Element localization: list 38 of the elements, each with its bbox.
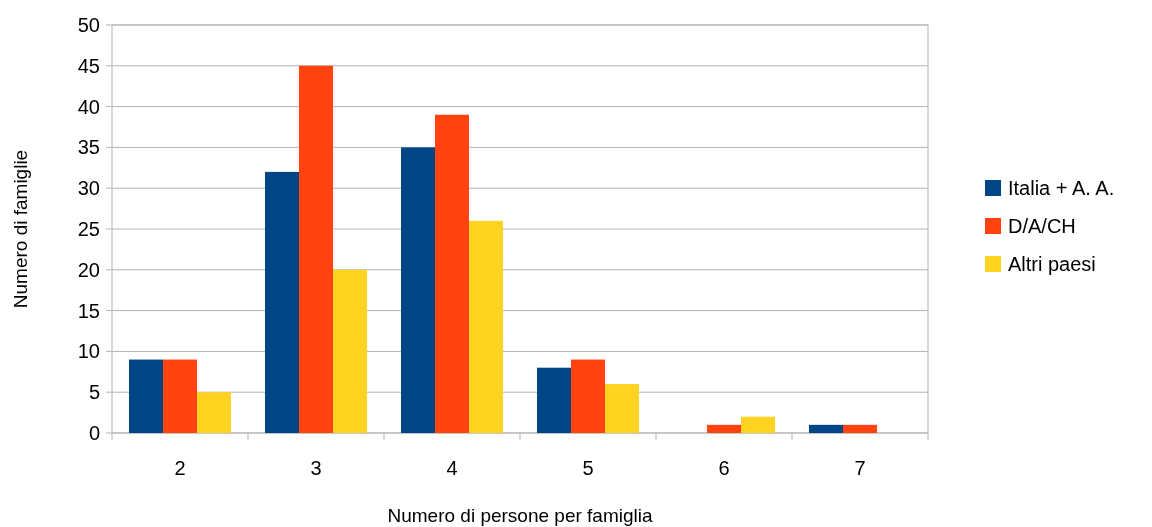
bar <box>537 367 571 433</box>
legend-label: D/A/CH <box>1008 215 1076 237</box>
x-tick-label: 5 <box>582 457 594 479</box>
x-tick-label: 3 <box>310 457 322 479</box>
y-tick-label: 35 <box>77 136 100 159</box>
bar <box>741 416 775 433</box>
y-tick-label: 20 <box>77 258 100 281</box>
x-tick-label: 6 <box>718 457 730 479</box>
bar <box>809 424 843 433</box>
y-tick-label: 5 <box>88 381 100 404</box>
bar <box>605 384 639 433</box>
x-tick-label: 7 <box>854 457 866 479</box>
bar <box>265 171 299 433</box>
bar <box>435 114 469 433</box>
y-tick-label: 50 <box>77 14 100 36</box>
y-tick-label: 30 <box>77 177 100 200</box>
bar <box>197 392 231 433</box>
bar <box>333 269 367 433</box>
bar <box>401 147 435 433</box>
legend-label: Italia + A. A. <box>1008 177 1115 199</box>
y-tick-label: 10 <box>77 340 100 363</box>
bar <box>129 359 163 433</box>
bar <box>707 424 741 433</box>
y-axis-title: Numero di famiglie <box>10 149 31 309</box>
y-tick-label: 40 <box>77 95 100 118</box>
x-tick-label: 2 <box>174 457 186 479</box>
x-axis-title: Numero di persone per famiglia <box>387 505 653 526</box>
y-tick-label: 15 <box>77 299 100 322</box>
bar <box>571 359 605 433</box>
y-tick-label: 0 <box>88 422 100 444</box>
bar <box>843 424 877 433</box>
y-tick-label: 25 <box>77 218 100 240</box>
bar <box>163 359 197 433</box>
bar <box>299 65 333 433</box>
x-tick-label: 4 <box>446 457 458 479</box>
bar <box>469 220 503 433</box>
legend-label: Altri paesi <box>1008 253 1096 275</box>
y-tick-label: 45 <box>77 54 100 77</box>
